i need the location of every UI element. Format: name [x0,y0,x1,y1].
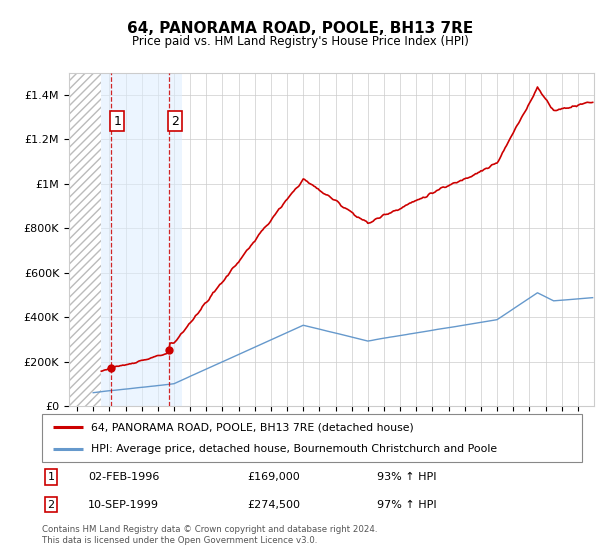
Text: 64, PANORAMA ROAD, POOLE, BH13 7RE (detached house): 64, PANORAMA ROAD, POOLE, BH13 7RE (deta… [91,422,413,432]
Text: 1: 1 [47,472,55,482]
FancyBboxPatch shape [42,414,582,462]
Text: HPI: Average price, detached house, Bournemouth Christchurch and Poole: HPI: Average price, detached house, Bour… [91,444,497,454]
Text: 2: 2 [172,115,179,128]
Text: 93% ↑ HPI: 93% ↑ HPI [377,472,436,482]
Text: 97% ↑ HPI: 97% ↑ HPI [377,500,436,510]
Text: £274,500: £274,500 [247,500,300,510]
Bar [101,73,182,406]
Text: 2: 2 [47,500,55,510]
Bar [69,73,93,406]
Bar [93,73,101,406]
Text: £169,000: £169,000 [247,472,300,482]
Text: 02-FEB-1996: 02-FEB-1996 [88,472,159,482]
Text: Contains HM Land Registry data © Crown copyright and database right 2024.
This d: Contains HM Land Registry data © Crown c… [42,525,377,545]
Text: Price paid vs. HM Land Registry's House Price Index (HPI): Price paid vs. HM Land Registry's House … [131,35,469,48]
Text: 64, PANORAMA ROAD, POOLE, BH13 7RE: 64, PANORAMA ROAD, POOLE, BH13 7RE [127,21,473,36]
Text: 10-SEP-1999: 10-SEP-1999 [88,500,159,510]
Text: 1: 1 [113,115,121,128]
